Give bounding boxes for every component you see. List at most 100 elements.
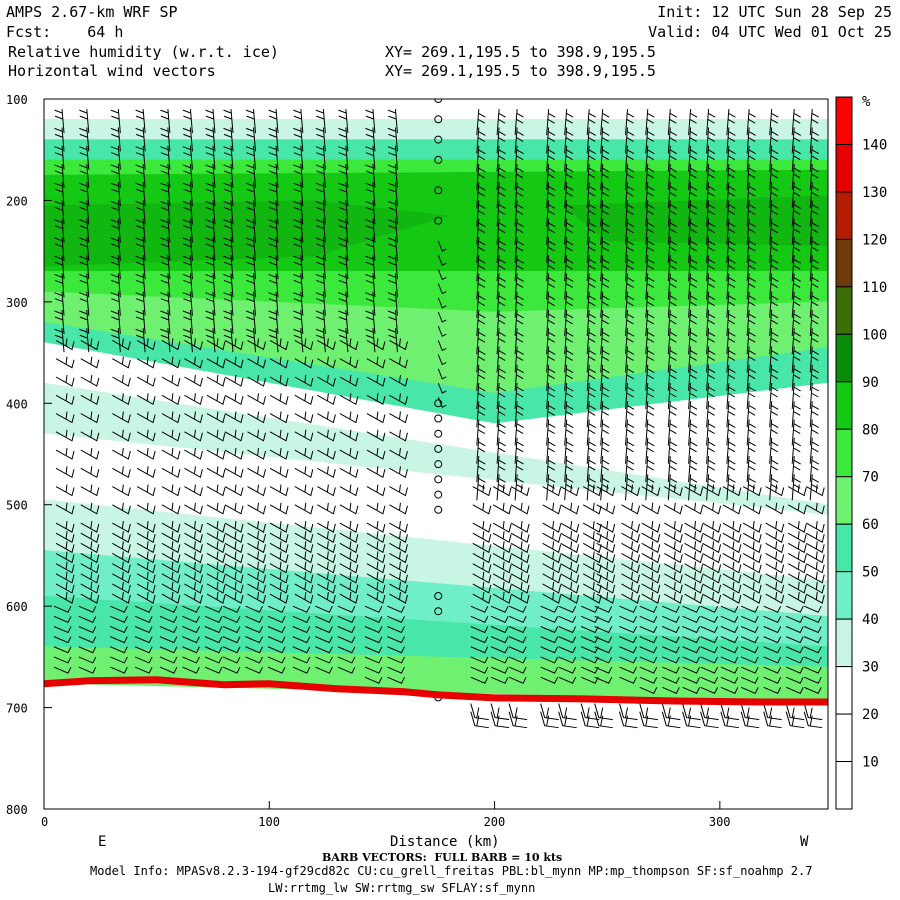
wind-barb xyxy=(688,309,698,337)
wind-barb xyxy=(560,502,580,515)
wind-barb xyxy=(247,429,267,442)
x-axis-ticks: 0 100 200 300 xyxy=(41,801,731,829)
wind-barb xyxy=(722,484,742,497)
wind-barb xyxy=(600,328,610,355)
wind-barb xyxy=(645,218,655,245)
wind-barb-column xyxy=(540,109,562,729)
wind-barb xyxy=(315,163,326,188)
wind-barb xyxy=(582,541,602,554)
wind-barb xyxy=(110,291,121,316)
wind-barb xyxy=(546,328,556,355)
wind-barb xyxy=(769,255,779,282)
wind-barb xyxy=(110,626,128,634)
wind-barb xyxy=(247,374,267,387)
wind-barb xyxy=(702,484,722,497)
colorbar-swatch xyxy=(835,618,853,668)
wind-barb xyxy=(667,145,678,172)
wind-barb xyxy=(292,646,311,654)
wind-barb xyxy=(112,520,131,533)
wind-barb xyxy=(594,636,613,644)
wind-barb xyxy=(510,561,530,574)
wind-barb xyxy=(267,666,286,674)
wind-barb xyxy=(514,364,524,391)
wind-barb xyxy=(490,626,509,634)
wind-barb xyxy=(338,236,349,261)
colorbar-swatch xyxy=(835,286,853,335)
wind-barb xyxy=(293,127,304,152)
wind-barb xyxy=(55,374,75,387)
wind-barb xyxy=(558,626,577,634)
wind-barb xyxy=(619,711,638,729)
wind-barb xyxy=(645,364,655,391)
wind-barb xyxy=(112,571,131,584)
wind-barb xyxy=(159,666,178,674)
wind-barb xyxy=(387,676,405,684)
wind-barb xyxy=(206,520,226,533)
wind-barb xyxy=(740,676,759,684)
wind-barb xyxy=(490,711,510,729)
rh-core-blob-1 xyxy=(562,195,828,247)
wind-barb xyxy=(182,636,200,644)
wind-barb xyxy=(224,591,244,604)
wind-barb xyxy=(365,273,376,298)
wind-barb xyxy=(112,551,131,564)
wind-barb xyxy=(136,591,156,604)
wind-barbs xyxy=(53,99,825,729)
wind-barb xyxy=(387,109,398,134)
wind-barb xyxy=(437,297,447,309)
wind-barb xyxy=(645,419,655,446)
wind-barb xyxy=(508,656,527,664)
wind-barb xyxy=(560,531,580,543)
wind-barb xyxy=(136,411,156,424)
wind-barb xyxy=(184,561,203,574)
wind-barb xyxy=(135,273,146,298)
calm-wind-circle xyxy=(434,429,443,438)
wind-barb xyxy=(366,551,386,564)
wind-barb xyxy=(769,182,779,209)
wind-barb xyxy=(182,236,193,261)
wind-barb xyxy=(508,711,528,729)
wind-barb xyxy=(110,218,121,243)
wind-barb xyxy=(769,419,779,446)
wind-barb xyxy=(364,666,383,674)
wind-barb xyxy=(110,615,128,623)
wind-barb xyxy=(667,328,678,355)
wind-barb xyxy=(365,109,376,134)
wind-barb xyxy=(315,218,326,243)
wind-barb-column xyxy=(245,109,267,674)
wind-barb xyxy=(580,703,600,721)
wind-barb xyxy=(389,338,408,351)
wind-barb xyxy=(55,393,75,406)
wind-barb xyxy=(206,502,226,515)
wind-barb-column xyxy=(682,109,704,729)
wind-barb xyxy=(54,109,65,134)
wind-barb xyxy=(337,656,356,664)
wind-barb xyxy=(763,686,782,694)
wind-barb xyxy=(55,551,75,564)
wind-barb xyxy=(769,200,779,227)
wind-barb xyxy=(763,676,782,684)
wind-barb xyxy=(540,711,559,729)
wind-barb xyxy=(317,411,336,424)
wind-barb xyxy=(184,393,203,406)
wind-barb-column xyxy=(558,109,580,729)
wind-barb xyxy=(317,541,336,554)
wind-barb xyxy=(292,605,311,613)
wind-barb xyxy=(339,374,359,387)
wind-barb xyxy=(586,182,596,209)
wind-barb xyxy=(722,541,742,554)
calm-wind-circle xyxy=(434,592,443,600)
wind-barb xyxy=(560,551,580,564)
wind-barb-column xyxy=(619,109,640,729)
wind-barb xyxy=(476,255,486,282)
wind-barb xyxy=(267,646,286,654)
wind-barb xyxy=(706,291,716,318)
wind-barb xyxy=(222,605,241,613)
wind-barb xyxy=(80,541,100,554)
wind-barb xyxy=(339,571,359,584)
wind-barb xyxy=(269,447,289,460)
wind-barb-column xyxy=(803,109,825,729)
wind-barb xyxy=(294,581,314,594)
wind-barb xyxy=(80,411,100,424)
